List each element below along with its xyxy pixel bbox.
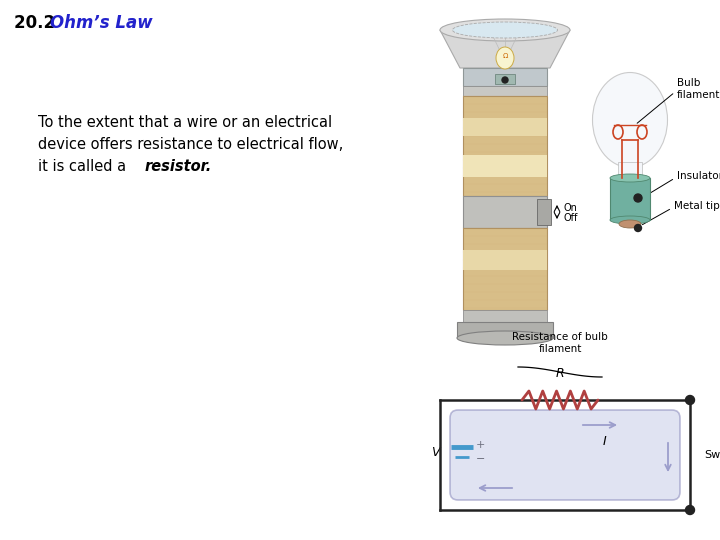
FancyBboxPatch shape (450, 410, 680, 500)
Ellipse shape (619, 220, 641, 228)
Text: filament: filament (677, 90, 720, 100)
Circle shape (634, 225, 642, 232)
Text: V: V (431, 447, 440, 460)
Text: resistor.: resistor. (145, 159, 212, 174)
Text: R: R (556, 367, 564, 380)
Bar (457, 322, 553, 338)
Text: Ohm’s Law: Ohm’s Law (50, 14, 153, 32)
Text: Bulb: Bulb (677, 78, 701, 88)
Bar (463, 96, 547, 196)
Bar (537, 199, 551, 225)
Bar (463, 86, 547, 96)
Ellipse shape (610, 174, 650, 182)
Bar (463, 118, 547, 136)
Ellipse shape (496, 47, 514, 69)
Text: Resistance of bulb: Resistance of bulb (512, 332, 608, 342)
Text: filament: filament (539, 344, 582, 354)
Bar (495, 74, 515, 84)
Text: To the extent that a wire or an electrical: To the extent that a wire or an electric… (38, 115, 332, 130)
Bar (618, 162, 642, 182)
Text: Ω: Ω (503, 53, 508, 59)
Text: Insulator: Insulator (677, 171, 720, 181)
Text: I: I (603, 435, 607, 448)
Text: −: − (476, 454, 485, 464)
Text: On: On (563, 203, 577, 213)
Text: +: + (476, 440, 485, 450)
Circle shape (502, 77, 508, 83)
Text: 20.2: 20.2 (14, 14, 61, 32)
Circle shape (685, 395, 695, 404)
Bar (463, 228, 547, 310)
Bar (463, 155, 547, 177)
Ellipse shape (593, 72, 667, 167)
Circle shape (634, 194, 642, 202)
Bar (463, 68, 547, 86)
Circle shape (685, 505, 695, 515)
Text: device offers resistance to electrical flow,: device offers resistance to electrical f… (38, 137, 343, 152)
Ellipse shape (457, 331, 553, 345)
Text: Off: Off (563, 213, 577, 223)
Polygon shape (440, 30, 570, 68)
Text: Metal tip: Metal tip (674, 201, 720, 211)
Ellipse shape (452, 22, 557, 38)
Bar (463, 250, 547, 270)
Bar (610, 178, 650, 220)
Ellipse shape (440, 19, 570, 41)
Text: Switch: Switch (704, 450, 720, 460)
Bar (463, 196, 547, 228)
Ellipse shape (610, 216, 650, 224)
Text: it is called a: it is called a (38, 159, 131, 174)
Bar (463, 310, 547, 322)
